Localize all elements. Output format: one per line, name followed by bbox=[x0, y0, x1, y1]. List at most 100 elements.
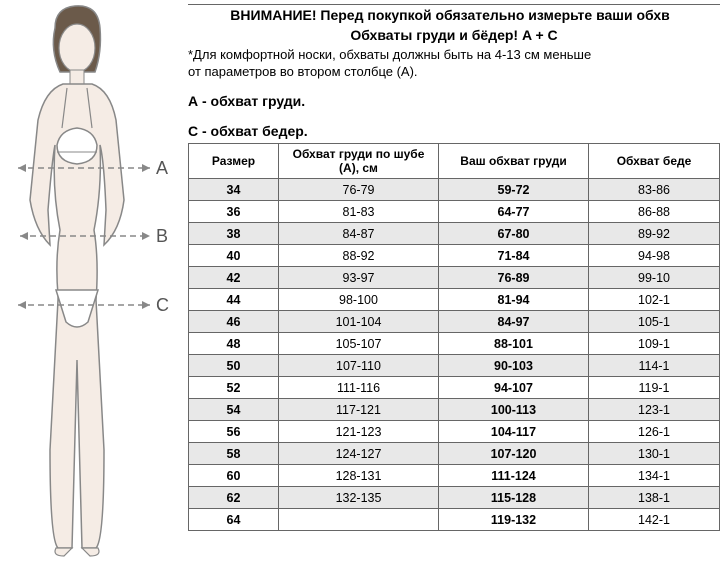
warning-title: ВНИМАНИЕ! Перед покупкой обязательно изм… bbox=[188, 7, 720, 23]
table-cell: 124-127 bbox=[279, 443, 439, 465]
table-cell: 71-84 bbox=[439, 245, 589, 267]
table-row: 50107-11090-103114-1 bbox=[189, 355, 720, 377]
table-cell: 76-79 bbox=[279, 179, 439, 201]
table-cell: 101-104 bbox=[279, 311, 439, 333]
col-header: Обхват груди по шубе (А), см bbox=[279, 144, 439, 179]
table-cell: 142-1 bbox=[589, 509, 720, 531]
table-cell: 126-1 bbox=[589, 421, 720, 443]
table-cell: 105-107 bbox=[279, 333, 439, 355]
note-line-1: *Для комфортной носки, обхваты должны бы… bbox=[188, 47, 720, 62]
table-cell: 67-80 bbox=[439, 223, 589, 245]
table-cell: 84-87 bbox=[279, 223, 439, 245]
table-row: 52111-11694-107119-1 bbox=[189, 377, 720, 399]
table-cell: 60 bbox=[189, 465, 279, 487]
table-cell: 107-120 bbox=[439, 443, 589, 465]
table-row: 4293-9776-8999-10 bbox=[189, 267, 720, 289]
table-cell: 134-1 bbox=[589, 465, 720, 487]
table-row: 54117-121100-113123-1 bbox=[189, 399, 720, 421]
page-container: A B C ВНИМАНИЕ! Перед покупкой обязатель… bbox=[0, 0, 720, 581]
table-cell: 94-98 bbox=[589, 245, 720, 267]
table-row: 60128-131111-124134-1 bbox=[189, 465, 720, 487]
col-header: Ваш обхват груди bbox=[439, 144, 589, 179]
table-row: 64 119-132142-1 bbox=[189, 509, 720, 531]
content-column: ВНИМАНИЕ! Перед покупкой обязательно изм… bbox=[180, 0, 720, 581]
table-cell: 117-121 bbox=[279, 399, 439, 421]
table-cell: 64 bbox=[189, 509, 279, 531]
table-cell: 81-83 bbox=[279, 201, 439, 223]
table-cell: 93-97 bbox=[279, 267, 439, 289]
section-a-label: А - обхват груди. bbox=[188, 93, 720, 109]
header-row: РазмерОбхват груди по шубе (А), смВаш об… bbox=[189, 144, 720, 179]
table-cell: 54 bbox=[189, 399, 279, 421]
note-line-2: от параметров во втором столбце (А). bbox=[188, 64, 720, 79]
table-row: 56121-123104-117126-1 bbox=[189, 421, 720, 443]
table-cell: 111-116 bbox=[279, 377, 439, 399]
table-cell bbox=[279, 509, 439, 531]
table-cell: 90-103 bbox=[439, 355, 589, 377]
table-cell: 138-1 bbox=[589, 487, 720, 509]
table-cell: 88-101 bbox=[439, 333, 589, 355]
table-cell: 98-100 bbox=[279, 289, 439, 311]
table-cell: 115-128 bbox=[439, 487, 589, 509]
table-cell: 46 bbox=[189, 311, 279, 333]
table-row: 58124-127107-120130-1 bbox=[189, 443, 720, 465]
table-cell: 52 bbox=[189, 377, 279, 399]
body-figure bbox=[0, 0, 180, 560]
table-cell: 81-94 bbox=[439, 289, 589, 311]
table-head: РазмерОбхват груди по шубе (А), смВаш об… bbox=[189, 144, 720, 179]
label-c: C bbox=[156, 295, 169, 316]
table-cell: 36 bbox=[189, 201, 279, 223]
table-cell: 50 bbox=[189, 355, 279, 377]
table-row: 3681-8364-7786-88 bbox=[189, 201, 720, 223]
table-cell: 132-135 bbox=[279, 487, 439, 509]
figure-column: A B C bbox=[0, 0, 180, 581]
table-cell: 109-1 bbox=[589, 333, 720, 355]
table-cell: 105-1 bbox=[589, 311, 720, 333]
col-header: Обхват беде bbox=[589, 144, 720, 179]
table-cell: 84-97 bbox=[439, 311, 589, 333]
table-cell: 76-89 bbox=[439, 267, 589, 289]
col-header: Размер bbox=[189, 144, 279, 179]
table-cell: 119-1 bbox=[589, 377, 720, 399]
table-cell: 58 bbox=[189, 443, 279, 465]
label-b: B bbox=[156, 226, 168, 247]
table-cell: 104-117 bbox=[439, 421, 589, 443]
table-cell: 64-77 bbox=[439, 201, 589, 223]
table-row: 4088-9271-8494-98 bbox=[189, 245, 720, 267]
table-row: 4498-10081-94102-1 bbox=[189, 289, 720, 311]
table-body: 3476-7959-7283-863681-8364-7786-883884-8… bbox=[189, 179, 720, 531]
table-cell: 38 bbox=[189, 223, 279, 245]
table-cell: 88-92 bbox=[279, 245, 439, 267]
table-cell: 48 bbox=[189, 333, 279, 355]
table-row: 48105-10788-101109-1 bbox=[189, 333, 720, 355]
table-cell: 102-1 bbox=[589, 289, 720, 311]
table-cell: 128-131 bbox=[279, 465, 439, 487]
table-cell: 59-72 bbox=[439, 179, 589, 201]
subtitle: Обхваты груди и бёдер! A + C bbox=[188, 27, 720, 43]
label-a: A bbox=[156, 158, 168, 179]
size-table: РазмерОбхват груди по шубе (А), смВаш об… bbox=[188, 143, 720, 531]
table-cell: 62 bbox=[189, 487, 279, 509]
table-cell: 100-113 bbox=[439, 399, 589, 421]
table-row: 46101-10484-97105-1 bbox=[189, 311, 720, 333]
table-cell: 107-110 bbox=[279, 355, 439, 377]
table-cell: 34 bbox=[189, 179, 279, 201]
table-cell: 56 bbox=[189, 421, 279, 443]
table-cell: 130-1 bbox=[589, 443, 720, 465]
table-row: 62132-135115-128138-1 bbox=[189, 487, 720, 509]
table-cell: 111-124 bbox=[439, 465, 589, 487]
table-cell: 89-92 bbox=[589, 223, 720, 245]
table-cell: 114-1 bbox=[589, 355, 720, 377]
table-cell: 99-10 bbox=[589, 267, 720, 289]
table-row: 3884-8767-8089-92 bbox=[189, 223, 720, 245]
table-cell: 86-88 bbox=[589, 201, 720, 223]
table-cell: 94-107 bbox=[439, 377, 589, 399]
table-cell: 44 bbox=[189, 289, 279, 311]
table-cell: 119-132 bbox=[439, 509, 589, 531]
table-row: 3476-7959-7283-86 bbox=[189, 179, 720, 201]
top-rule bbox=[188, 4, 720, 5]
section-c-label: С - обхват бедер. bbox=[188, 123, 720, 139]
table-cell: 123-1 bbox=[589, 399, 720, 421]
table-cell: 40 bbox=[189, 245, 279, 267]
table-cell: 121-123 bbox=[279, 421, 439, 443]
